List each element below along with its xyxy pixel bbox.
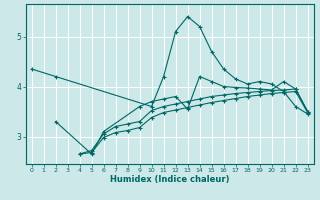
- X-axis label: Humidex (Indice chaleur): Humidex (Indice chaleur): [110, 175, 229, 184]
